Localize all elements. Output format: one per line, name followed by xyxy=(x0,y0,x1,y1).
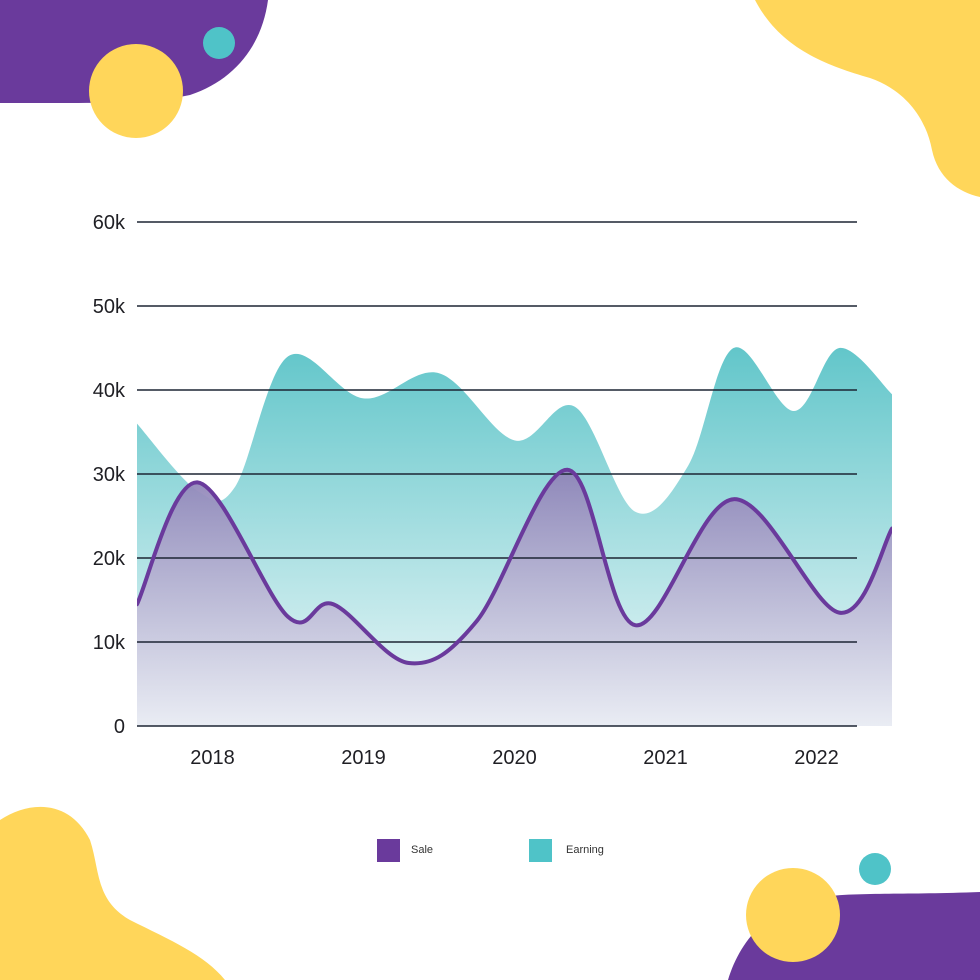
sale-line-group xyxy=(137,467,892,666)
y-tick-label: 50k xyxy=(93,296,126,318)
y-tick-label: 30k xyxy=(93,464,126,486)
y-tick-label: 60k xyxy=(93,212,126,234)
legend: Sale Earning xyxy=(377,839,604,862)
x-axis-ticks: 2018 2019 2020 2021 2022 xyxy=(190,747,839,769)
decor-yellow-blob-top-right xyxy=(755,0,980,197)
x-tick-label: 2022 xyxy=(794,747,839,769)
y-tick-label: 0 xyxy=(114,716,125,738)
gridlines xyxy=(137,221,857,727)
legend-label-sale: Sale xyxy=(411,844,433,856)
decor-yellow-blob-bottom-left xyxy=(0,806,225,980)
decoration-bottom-right xyxy=(728,853,980,980)
decor-teal-dot-top-left xyxy=(203,27,235,59)
legend-label-earning: Earning xyxy=(566,844,604,856)
decoration-bottom-left xyxy=(0,806,225,980)
x-tick-label: 2018 xyxy=(190,747,235,769)
plot-area xyxy=(137,347,892,726)
y-axis-ticks: 0 10k 20k 30k 40k 50k 60k xyxy=(93,212,126,738)
series-sale-line xyxy=(137,467,892,666)
legend-swatch-sale xyxy=(377,839,400,862)
x-tick-label: 2019 xyxy=(341,747,386,769)
y-tick-label: 40k xyxy=(93,380,126,402)
x-tick-label: 2021 xyxy=(643,747,688,769)
y-tick-label: 10k xyxy=(93,632,126,654)
decor-yellow-circle-bottom-right xyxy=(746,868,840,962)
decoration-top-right xyxy=(755,0,980,197)
decoration-top-left xyxy=(0,0,268,138)
series-sale-area xyxy=(137,469,892,726)
y-tick-label: 20k xyxy=(93,548,126,570)
decor-teal-dot-bottom-right xyxy=(859,853,891,885)
decor-yellow-circle-top-left xyxy=(89,44,183,138)
x-tick-label: 2020 xyxy=(492,747,537,769)
legend-swatch-earning xyxy=(529,839,552,862)
